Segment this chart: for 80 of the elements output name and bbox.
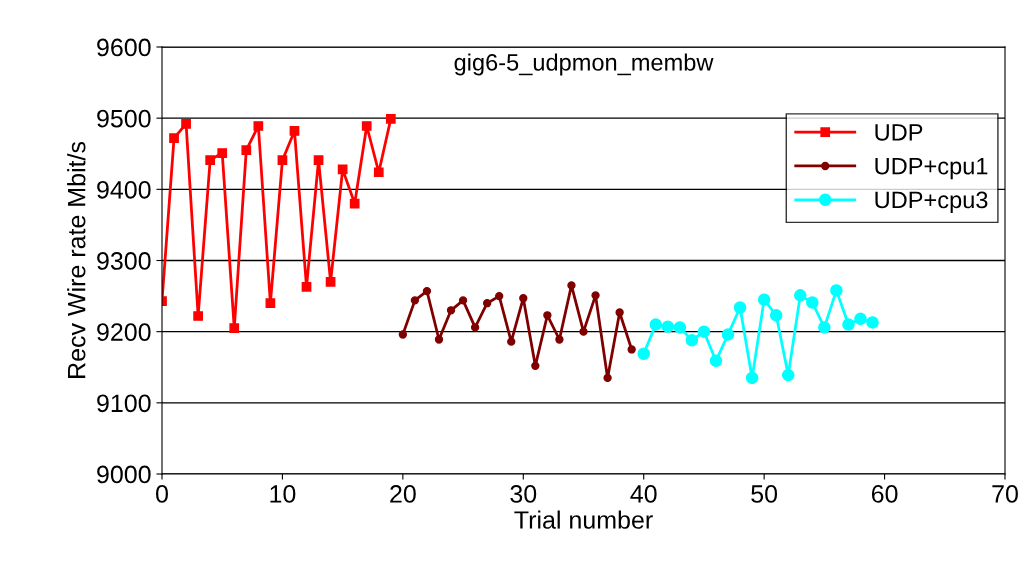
- x-tick-label: 10: [270, 485, 296, 503]
- point: [627, 345, 636, 354]
- x-tick-label: 30: [510, 485, 537, 503]
- point: [313, 155, 324, 166]
- x-tick-label: 40: [630, 485, 657, 503]
- point: [685, 333, 699, 347]
- point: [757, 293, 771, 306]
- point: [301, 281, 312, 292]
- point: [649, 318, 663, 331]
- legend-label: UDP+cpu3: [875, 191, 988, 213]
- y-tick-label: 9600: [97, 38, 151, 57]
- x-tick-label: 0: [156, 485, 168, 503]
- point: [697, 325, 711, 338]
- point: [446, 306, 456, 315]
- x-tick-label: 20: [390, 485, 416, 503]
- point: [241, 145, 252, 156]
- point: [721, 328, 735, 341]
- point: [543, 311, 552, 320]
- point: [709, 354, 723, 368]
- point: [567, 281, 576, 290]
- point: [507, 337, 516, 346]
- point: [661, 320, 675, 333]
- point: [410, 296, 420, 305]
- point: [217, 148, 228, 158]
- point: [482, 299, 492, 308]
- point: [854, 312, 867, 326]
- y-tick-label: 9500: [97, 109, 151, 128]
- x-tick-label: 60: [871, 485, 898, 503]
- x-tick-label: 50: [751, 485, 778, 503]
- point: [289, 126, 300, 136]
- y-tick-label: 9100: [97, 394, 151, 413]
- point: [349, 198, 360, 209]
- point: [794, 289, 807, 302]
- point: [781, 368, 795, 382]
- point: [325, 276, 336, 287]
- point: [470, 323, 480, 332]
- point: [205, 155, 216, 166]
- point: [458, 296, 468, 305]
- y-tick-label: 9000: [97, 465, 151, 484]
- point: [495, 291, 504, 301]
- point: [398, 330, 408, 339]
- y-tick-label: 9300: [97, 252, 151, 270]
- x-axis-title: Trial number: [514, 510, 653, 529]
- point: [181, 118, 191, 129]
- point: [277, 155, 288, 166]
- legend-label: UDP+cpu1: [875, 157, 988, 180]
- y-tick-label: 9200: [97, 323, 151, 341]
- point: [830, 284, 843, 297]
- point: [373, 167, 384, 178]
- point: [519, 294, 528, 303]
- point: [673, 321, 687, 334]
- point: [169, 133, 179, 143]
- point: [615, 308, 624, 317]
- point: [579, 327, 588, 336]
- legend-label: UDP: [875, 124, 923, 141]
- point: [745, 371, 759, 385]
- point: [603, 373, 612, 383]
- point: [866, 316, 879, 329]
- point: [253, 121, 264, 131]
- point: [361, 121, 372, 131]
- point: [555, 335, 564, 344]
- point: [806, 296, 819, 309]
- point: [229, 323, 240, 333]
- point: [769, 309, 783, 322]
- point: [337, 164, 348, 175]
- point: [434, 335, 444, 344]
- point: [842, 318, 855, 331]
- chart-title: gig6-5_udpmon_membw: [454, 53, 714, 76]
- point: [591, 291, 600, 300]
- point: [818, 321, 831, 334]
- y-tick-label: 9400: [97, 180, 151, 199]
- point: [422, 286, 432, 296]
- point: [385, 114, 396, 124]
- x-tick-label: 70: [992, 485, 1018, 503]
- point: [265, 298, 276, 309]
- point: [637, 347, 650, 360]
- point: [531, 361, 540, 370]
- point: [733, 301, 747, 314]
- point: [193, 311, 203, 321]
- y-axis-title: Recv Wire rate Mbit/s: [67, 141, 86, 378]
